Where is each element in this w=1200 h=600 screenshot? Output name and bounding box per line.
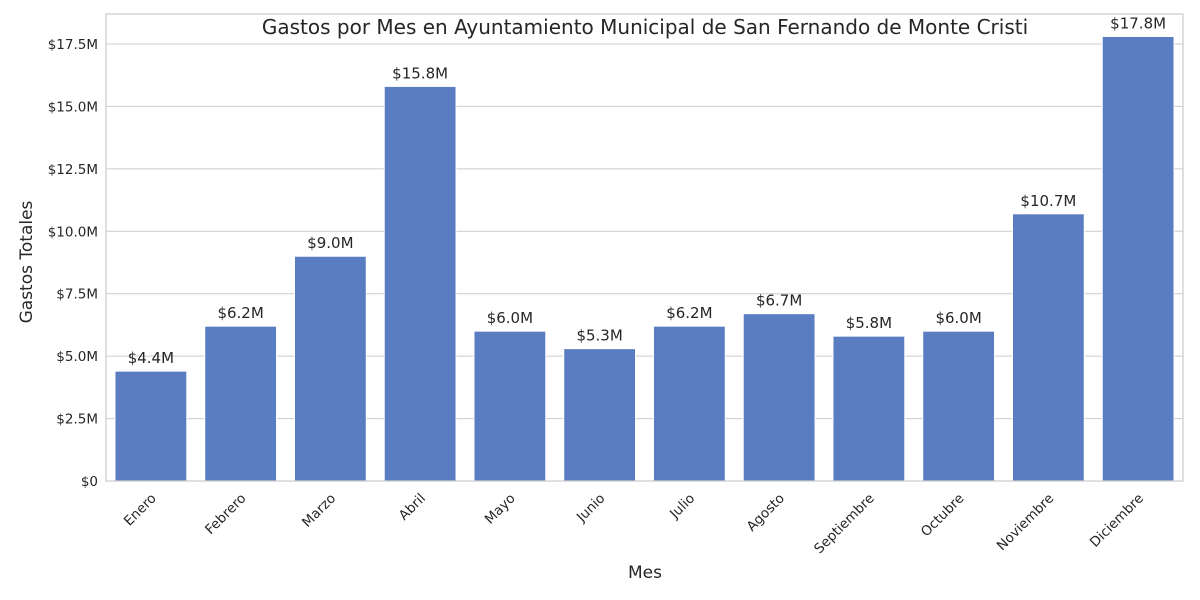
x-tick-label: Abril (396, 491, 429, 524)
data-labels: $4.4M $6.2M $9.0M $15.8M $6.0M $5.3M $6.2M $6.7… (128, 14, 1166, 367)
y-tick-label: $15.0M (48, 99, 98, 115)
x-tick-label: Julio (666, 491, 698, 523)
bar (473, 330, 547, 482)
y-tick-label: $12.5M (48, 162, 98, 178)
grid-lines (106, 43, 1183, 482)
x-tick-label: Septiembre (811, 491, 878, 558)
x-tick-label: Diciembre (1087, 491, 1147, 551)
y-tick-label: $2.5M (56, 412, 98, 428)
x-axis-ticks: Enero Febrero Marzo Abril Mayo Junio Julio Agos… (121, 491, 1147, 558)
data-label: $6.0M (487, 309, 533, 327)
x-tick-label: Enero (121, 491, 160, 530)
bar (832, 335, 906, 482)
x-tick-label: Febrero (202, 491, 249, 538)
x-axis-label: Mes (628, 563, 662, 583)
data-label: $5.8M (846, 314, 892, 332)
x-tick-label: Mayo (482, 491, 519, 528)
chart-title: Gastos por Mes en Ayuntamiento Municipal… (262, 15, 1028, 39)
data-label: $6.0M (935, 309, 981, 327)
data-label: $15.8M (392, 64, 448, 82)
bar (652, 325, 726, 482)
y-tick-label: $0 (81, 474, 98, 490)
y-axis-ticks: $0 $2.5M $5.0M $7.5M $10.0M $12.5M $15.0M $17.5… (48, 37, 98, 490)
bar (204, 325, 278, 482)
y-tick-label: $10.0M (48, 224, 98, 240)
y-tick-label: $5.0M (56, 349, 98, 365)
data-label: $10.7M (1020, 192, 1076, 210)
bar (383, 85, 457, 482)
data-label: $4.4M (128, 349, 174, 367)
bar (563, 348, 637, 482)
data-label: $6.2M (217, 304, 263, 322)
bar (1011, 213, 1085, 482)
data-label: $6.7M (756, 292, 802, 310)
x-tick-label: Octubre (918, 491, 968, 541)
x-tick-label: Junio (573, 491, 608, 526)
plot-frame (105, 13, 1184, 482)
y-tick-label: $7.5M (56, 287, 98, 303)
data-label: $6.2M (666, 304, 712, 322)
x-tick-label: Agosto (744, 491, 788, 535)
bar (922, 330, 996, 482)
y-axis-label: Gastos Totales (17, 200, 37, 323)
data-label: $9.0M (307, 234, 353, 252)
bar (293, 255, 367, 482)
x-tick-label: Noviembre (994, 491, 1057, 554)
bars (114, 35, 1175, 482)
bar (742, 313, 816, 482)
data-label: $5.3M (576, 327, 622, 345)
bar (1101, 35, 1175, 482)
x-tick-label: Marzo (299, 491, 339, 531)
y-tick-label: $17.5M (48, 37, 98, 53)
bar (114, 370, 188, 482)
data-label: $17.8M (1110, 14, 1166, 32)
